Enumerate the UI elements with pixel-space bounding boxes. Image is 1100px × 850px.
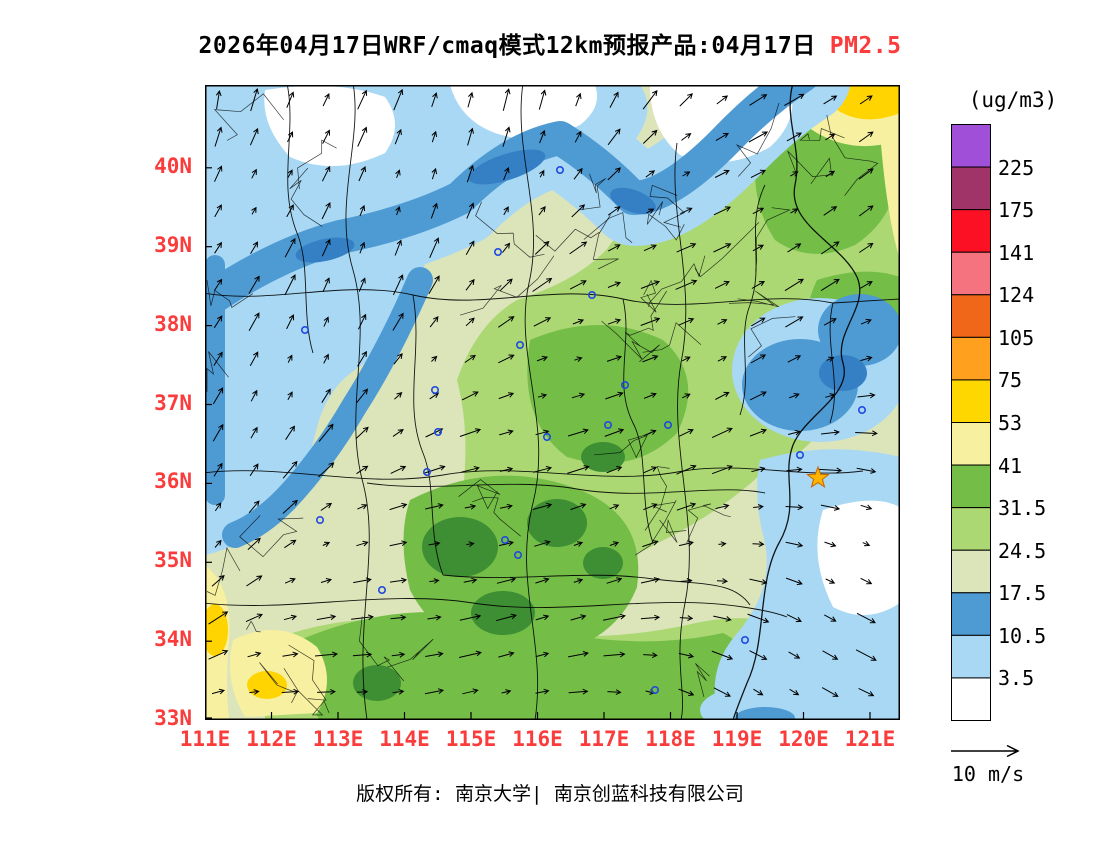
city-marker <box>434 427 443 436</box>
page-title: 2026年04月17日WRF/cmaq模式12km预报产品:04月17日 PM2.… <box>0 26 1100 60</box>
colorbar-boundary-label: 53 <box>998 411 1023 435</box>
lat-tick-label: 36N <box>154 469 192 494</box>
colorbar-swatch <box>951 124 991 168</box>
lon-tick-label: 118E <box>645 727 696 751</box>
city-marker <box>620 380 629 389</box>
lat-tick-label: 38N <box>154 311 192 336</box>
colorbar-boundary-label: 124 <box>998 283 1035 308</box>
colorbar-swatch <box>951 209 991 253</box>
colorbar-swatch <box>951 507 991 551</box>
colorbar-boundary-label: 225 <box>998 155 1035 180</box>
colorbar-swatch <box>951 422 991 466</box>
lat-tick-label: 33N <box>154 706 192 731</box>
colorbar-swatch <box>951 336 991 381</box>
colorbar-boundary-label: 175 <box>998 198 1035 223</box>
colorbar-boundary-label: 141 <box>998 240 1035 265</box>
contour-fill-regions <box>205 85 900 720</box>
copyright-footer: 版权所有: 南京大学| 南京创蓝科技有限公司 <box>356 783 744 805</box>
city-marker <box>603 420 612 429</box>
lat-tick-label: 37N <box>154 390 192 415</box>
colorbar-swatch <box>951 166 991 211</box>
pollutant-label: PM2.5 <box>829 33 902 59</box>
city-marker <box>493 248 502 257</box>
station-star-layer <box>806 465 830 489</box>
wind-vector-field <box>208 87 878 697</box>
colorbar-swatch <box>951 294 991 338</box>
colorbar-units-label: (ug/m3) <box>968 88 1058 112</box>
city-marker <box>500 535 509 544</box>
colorbar-swatch <box>951 549 991 594</box>
lon-tick-label: 115E <box>445 727 497 751</box>
lon-tick-label: 116E <box>512 727 563 751</box>
lon-tick-label: 117E <box>578 727 630 751</box>
city-marker <box>431 385 440 394</box>
colorbar-boundary-label: 31.5 <box>998 496 1047 521</box>
city-marker <box>740 635 749 644</box>
colorbar-boundary-label: 3.5 <box>998 666 1035 691</box>
city-marker <box>857 405 866 414</box>
city-marker <box>378 585 387 594</box>
lon-tick-label: 113E <box>312 727 364 751</box>
lat-tick-label: 40N <box>154 153 192 178</box>
lon-tick-label: 119E <box>711 727 763 751</box>
lon-tick-label: 121E <box>844 727 896 751</box>
lat-tick-label: 34N <box>154 627 192 652</box>
city-marker <box>513 550 522 559</box>
colorbar-swatch <box>951 634 991 679</box>
map-area <box>205 85 900 720</box>
lon-tick-label: 120E <box>778 727 829 751</box>
lon-tick-label: 111E <box>179 727 231 751</box>
colorbar-swatch <box>951 251 991 296</box>
colorbar-swatch <box>951 592 991 636</box>
city-marker <box>423 467 432 476</box>
colorbar-boundary-label: 17.5 <box>998 581 1047 606</box>
map-frame <box>205 85 900 720</box>
station-star-marker <box>806 465 830 489</box>
city-markers <box>301 166 866 694</box>
city-marker <box>650 685 659 694</box>
city-marker <box>515 340 524 349</box>
admin-boundaries <box>205 85 900 720</box>
forecast-map <box>205 85 900 720</box>
title-text: 2026年04月17日WRF/cmaq模式12km预报产品:04月17日 <box>198 33 816 59</box>
colorbar <box>951 124 991 721</box>
county-boundaries <box>206 93 879 716</box>
colorbar-swatch <box>951 379 991 423</box>
lon-tick-label: 114E <box>379 727 430 751</box>
colorbar-boundary-label: 24.5 <box>998 538 1047 563</box>
lat-tick-label: 39N <box>154 232 192 257</box>
lat-tick-label: 35N <box>154 548 192 573</box>
city-marker <box>663 420 672 429</box>
colorbar-boundary-label: 75 <box>998 368 1023 393</box>
wind-reference-arrow <box>951 744 1020 758</box>
lon-tick-label: 112E <box>246 727 297 751</box>
colorbar-boundary-label: 41 <box>998 453 1023 478</box>
city-marker <box>301 326 310 335</box>
colorbar-swatch <box>951 464 991 509</box>
city-marker <box>316 515 325 524</box>
colorbar-swatch <box>951 677 991 721</box>
city-marker <box>587 291 596 300</box>
city-marker <box>795 450 804 459</box>
colorbar-boundary-label: 10.5 <box>998 623 1047 648</box>
city-marker <box>542 432 551 441</box>
wind-reference-label: 10 m/s <box>951 762 1025 786</box>
colorbar-boundary-label: 105 <box>998 325 1035 350</box>
city-marker <box>555 166 564 175</box>
